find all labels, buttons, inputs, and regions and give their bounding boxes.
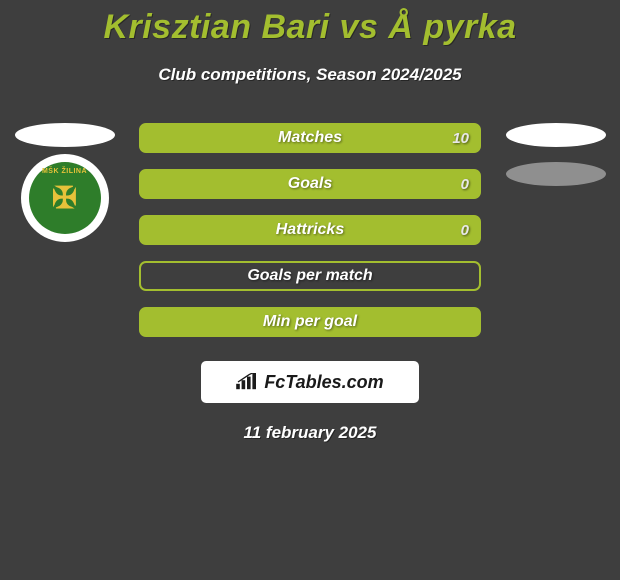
stat-label: Matches	[278, 129, 342, 147]
right-player-column	[503, 123, 608, 186]
comparison-region: MŠK ŽILINA ✠ Matches 10 Goals 0 Hattrick…	[0, 123, 620, 337]
brand-text: FcTables.com	[264, 372, 383, 393]
stat-label: Goals	[288, 175, 332, 193]
stat-bar-min-per-goal: Min per goal	[139, 307, 481, 337]
bars-icon	[236, 373, 258, 391]
stat-bar-goals-per-match: Goals per match	[139, 261, 481, 291]
stat-label: Goals per match	[247, 267, 372, 285]
stat-bars: Matches 10 Goals 0 Hattricks 0 Goals per…	[139, 123, 481, 337]
stat-bar-matches: Matches 10	[139, 123, 481, 153]
brand-badge: FcTables.com	[201, 361, 419, 403]
stat-value: 0	[461, 176, 469, 193]
crest-label: MŠK ŽILINA	[42, 168, 87, 175]
stat-bar-goals: Goals 0	[139, 169, 481, 199]
stat-label: Hattricks	[276, 221, 344, 239]
stat-label: Min per goal	[263, 313, 357, 331]
crest-glyph-icon: ✠	[52, 181, 77, 216]
club-crest: MŠK ŽILINA ✠	[21, 154, 109, 242]
stat-bar-hattricks: Hattricks 0	[139, 215, 481, 245]
page-title: Krisztian Bari vs Å pyrka	[0, 0, 620, 47]
crest-inner: MŠK ŽILINA ✠	[29, 162, 101, 234]
stat-value: 0	[461, 222, 469, 239]
date-label: 11 february 2025	[0, 423, 620, 443]
stat-value: 10	[452, 130, 469, 147]
player-pill	[506, 123, 606, 147]
player-pill	[15, 123, 115, 147]
player-pill	[506, 162, 606, 186]
left-player-column: MŠK ŽILINA ✠	[12, 123, 117, 242]
page-subtitle: Club competitions, Season 2024/2025	[0, 65, 620, 85]
